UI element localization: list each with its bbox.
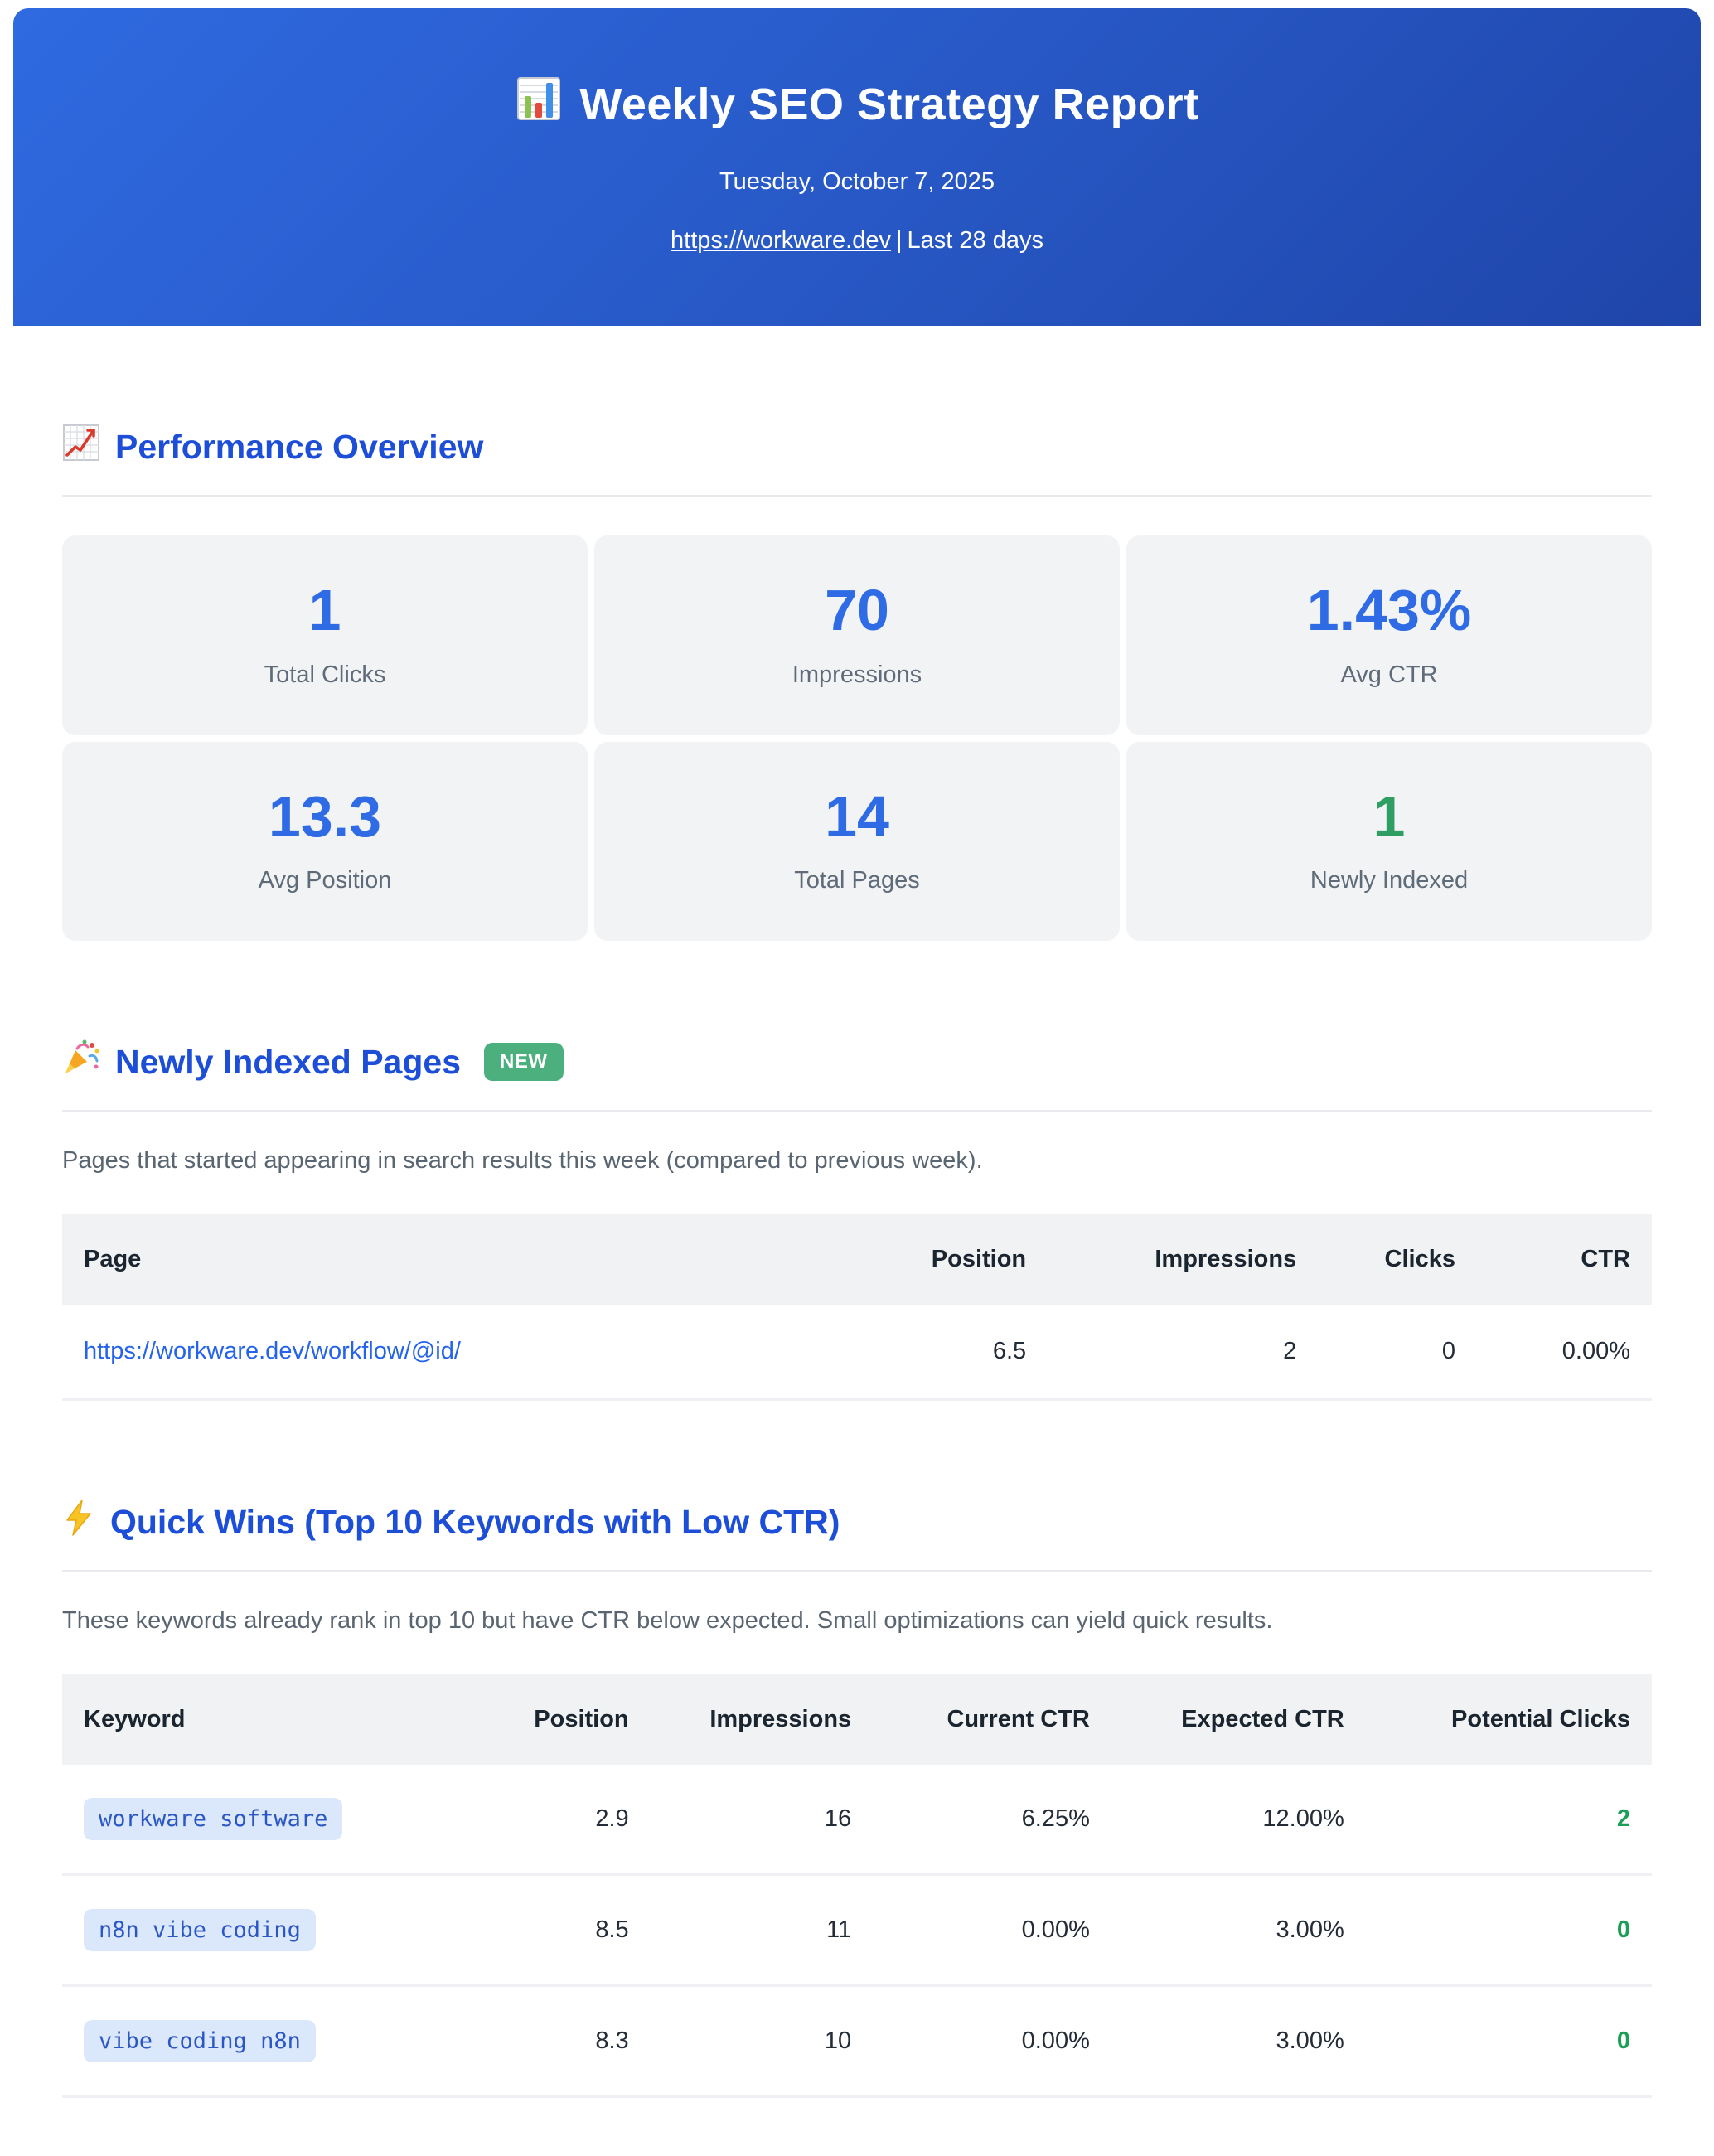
stat-value: 14	[825, 783, 889, 849]
newly-indexed-description: Pages that started appearing in search r…	[62, 1147, 983, 1174]
expected-ctr-cell: 3.00%	[1111, 1874, 1366, 1987]
potential-clicks-cell: 2	[1365, 1765, 1652, 1876]
table-header-row: Keyword Position Impressions Current CTR…	[62, 1674, 1652, 1765]
current-ctr-cell: 0.00%	[873, 1874, 1111, 1987]
column-header-keyword: Keyword	[62, 1674, 460, 1765]
section-divider	[62, 1570, 1652, 1572]
newly-indexed-table: Page Position Impressions Clicks CTR htt…	[62, 1214, 1652, 1401]
report-period: Last 28 days	[907, 227, 1043, 254]
chart-increasing-icon	[62, 424, 100, 470]
impressions-cell: 10	[650, 1985, 874, 2098]
report-meta: https://workware.dev | Last 28 days	[46, 227, 1668, 254]
position-cell: 2.9	[459, 1765, 651, 1876]
report-header: Weekly SEO Strategy Report Tuesday, Octo…	[13, 8, 1701, 326]
page-cell: https://workware.dev/workflow/@id/	[62, 1305, 794, 1401]
impressions-cell: 11	[650, 1874, 874, 1987]
keyword-cell: workware software	[62, 1765, 460, 1876]
column-header-expected-ctr: Expected CTR	[1111, 1674, 1366, 1765]
report-date: Tuesday, October 7, 2025	[719, 168, 995, 195]
new-badge: NEW	[484, 1043, 564, 1081]
performance-overview-title: Performance Overview	[115, 427, 484, 466]
position-cell: 6.5	[793, 1305, 1048, 1401]
section-divider	[62, 495, 1652, 497]
report-title: Weekly SEO Strategy Report	[46, 75, 1668, 133]
clicks-cell: 0	[1318, 1305, 1477, 1401]
stat-label: Newly Indexed	[1310, 867, 1469, 894]
stat-label: Total Pages	[794, 867, 920, 894]
stat-value: 13.3	[268, 783, 382, 849]
column-header-page: Page	[62, 1214, 794, 1305]
column-header-impressions: Impressions	[1048, 1214, 1319, 1305]
table-row: n8n vibe coding 8.5 11 0.00% 3.00% 0	[62, 1874, 1652, 1987]
potential-clicks-cell: 0	[1365, 1874, 1652, 1987]
impressions-cell: 2	[1048, 1305, 1319, 1401]
quick-wins-table: Keyword Position Impressions Current CTR…	[62, 1674, 1652, 2098]
column-header-position: Position	[793, 1214, 1048, 1305]
quick-wins-description: These keywords already rank in top 10 bu…	[62, 1607, 1273, 1634]
stat-card-avg-position: 13.3 Avg Position	[62, 741, 588, 941]
table-header-row: Page Position Impressions Clicks CTR	[62, 1214, 1652, 1305]
column-header-impressions: Impressions	[650, 1674, 874, 1765]
impressions-cell: 16	[650, 1765, 874, 1876]
current-ctr-cell: 6.25%	[873, 1765, 1111, 1876]
column-header-position: Position	[459, 1674, 651, 1765]
expected-ctr-cell: 12.00%	[1111, 1765, 1366, 1876]
column-header-ctr: CTR	[1477, 1214, 1652, 1305]
column-header-potential-clicks: Potential Clicks	[1365, 1674, 1652, 1765]
keyword-cell: n8n vibe coding	[62, 1874, 460, 1987]
newly-indexed-title: Newly Indexed Pages	[115, 1042, 462, 1081]
stat-value: 1	[308, 578, 341, 642]
site-link[interactable]: https://workware.dev	[671, 227, 891, 254]
lightning-icon	[62, 1499, 95, 1545]
stat-label: Avg Position	[258, 867, 392, 894]
stat-value: 1	[1373, 783, 1406, 849]
section-quick-wins: Quick Wins (Top 10 Keywords with Low CTR…	[62, 1499, 1652, 2098]
stat-value: 1.43%	[1306, 578, 1472, 642]
report-title-text: Weekly SEO Strategy Report	[579, 79, 1199, 129]
expected-ctr-cell: 3.00%	[1111, 1985, 1366, 2098]
potential-clicks-cell: 0	[1365, 1985, 1652, 2098]
keyword-cell: vibe coding n8n	[62, 1985, 460, 2098]
column-header-current-ctr: Current CTR	[873, 1674, 1111, 1765]
current-ctr-cell: 0.00%	[873, 1985, 1111, 2098]
section-newly-indexed: Newly Indexed Pages NEW Pages that start…	[62, 1039, 1652, 1401]
table-row: workware software 2.9 16 6.25% 12.00% 2	[62, 1765, 1652, 1876]
table-row: vibe coding n8n 8.3 10 0.00% 3.00% 0	[62, 1985, 1652, 2098]
keyword-pill: n8n vibe coding	[84, 1909, 316, 1951]
stat-card-newly-indexed: 1 Newly Indexed	[1126, 741, 1652, 941]
stat-label: Impressions	[792, 661, 922, 688]
newly-indexed-heading: Newly Indexed Pages NEW	[62, 1039, 1652, 1085]
stat-card-total-clicks: 1 Total Clicks	[62, 535, 588, 735]
page-link[interactable]: https://workware.dev/workflow/@id/	[84, 1338, 461, 1364]
stat-card-impressions: 70 Impressions	[594, 535, 1120, 735]
party-popper-icon	[62, 1039, 100, 1085]
quick-wins-heading: Quick Wins (Top 10 Keywords with Low CTR…	[62, 1499, 1652, 1545]
report-container: Weekly SEO Strategy Report Tuesday, Octo…	[13, 8, 1701, 2156]
keyword-pill: workware software	[84, 1798, 343, 1840]
column-header-clicks: Clicks	[1318, 1214, 1477, 1305]
section-performance-overview: Performance Overview 1 Total Clicks 70 I…	[62, 424, 1652, 941]
ctr-cell: 0.00%	[1477, 1305, 1652, 1401]
position-cell: 8.3	[459, 1985, 651, 2098]
keyword-pill: vibe coding n8n	[84, 2020, 316, 2062]
report-body: Performance Overview 1 Total Clicks 70 I…	[13, 424, 1701, 2156]
position-cell: 8.5	[459, 1874, 651, 1987]
section-divider	[62, 1110, 1652, 1112]
quick-wins-title: Quick Wins (Top 10 Keywords with Low CTR…	[110, 1502, 840, 1541]
performance-overview-heading: Performance Overview	[62, 424, 1652, 470]
stat-value: 70	[825, 578, 889, 642]
stat-card-avg-ctr: 1.43% Avg CTR	[1126, 535, 1652, 735]
stat-label: Total Clicks	[264, 661, 386, 688]
bar-chart-icon	[515, 75, 563, 133]
stat-label: Avg CTR	[1340, 661, 1438, 688]
table-row: https://workware.dev/workflow/@id/ 6.5 2…	[62, 1305, 1652, 1401]
stat-card-total-pages: 14 Total Pages	[594, 741, 1120, 941]
stats-grid: 1 Total Clicks 70 Impressions 1.43% Avg …	[62, 535, 1652, 941]
meta-separator: |	[895, 227, 903, 254]
